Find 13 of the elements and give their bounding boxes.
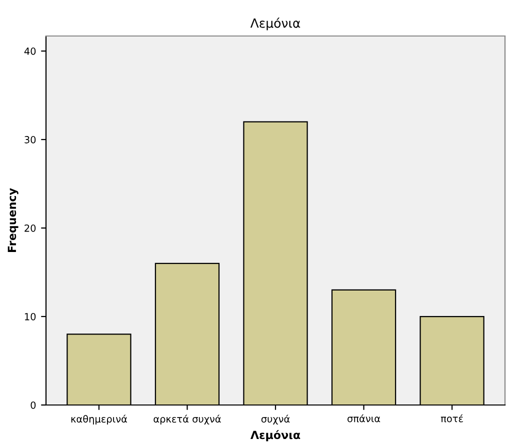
x-tick-label: καθημερινά — [71, 414, 127, 425]
y-axis-title: Frequency — [8, 188, 18, 252]
y-tick-label: 0 — [30, 401, 36, 409]
y-tick-label: 30 — [24, 136, 36, 144]
y-tick-label: 10 — [24, 312, 36, 320]
x-tick-label: συχνά — [261, 414, 290, 425]
x-tick-label: ποτέ — [440, 414, 463, 422]
y-tick-label: 20 — [24, 224, 36, 232]
x-axis-title: Λεμόνια — [250, 430, 300, 442]
chart-title: Λεμόνια — [250, 18, 300, 30]
y-tick-label: 40 — [24, 48, 36, 55]
x-tick-label: αρκετά συχνά — [154, 414, 221, 425]
x-tick-label: σπάνια — [348, 414, 380, 422]
